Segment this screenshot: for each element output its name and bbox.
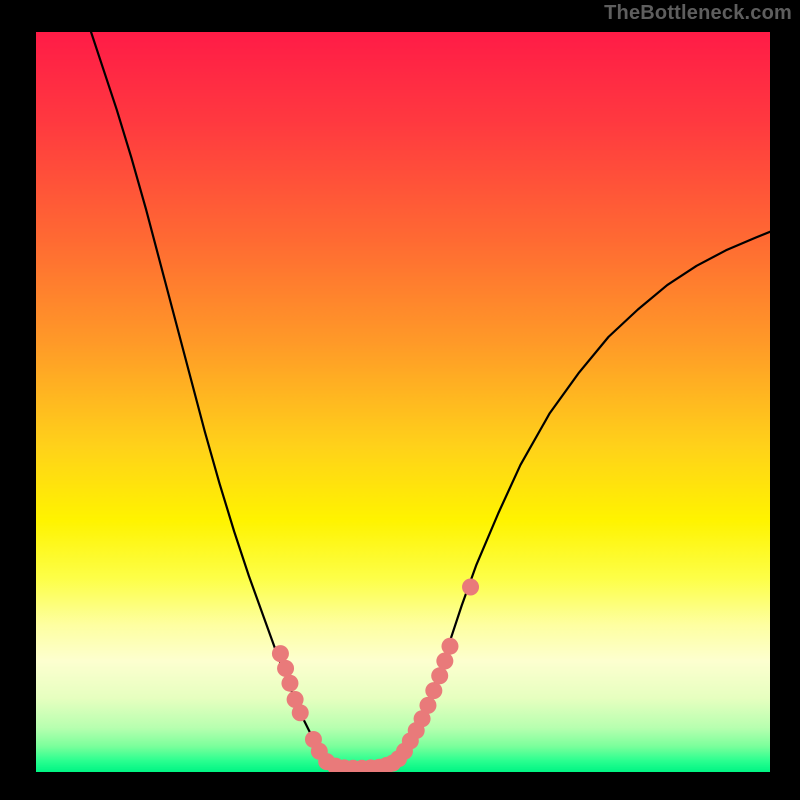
chart-root: TheBottleneck.com [0, 0, 800, 800]
marker-dot [436, 653, 453, 670]
marker-dot [425, 682, 442, 699]
marker-dot [292, 704, 309, 721]
chart-svg [36, 32, 770, 772]
marker-dot [281, 675, 298, 692]
marker-dot [272, 645, 289, 662]
marker-group [272, 579, 479, 773]
marker-dot [441, 638, 458, 655]
marker-dot [462, 579, 479, 596]
marker-dot [419, 697, 436, 714]
curve-right [392, 232, 770, 765]
marker-dot [431, 667, 448, 684]
marker-dot [277, 660, 294, 677]
watermark-text: TheBottleneck.com [604, 2, 792, 25]
curve-left [91, 32, 330, 765]
plot-area [36, 32, 770, 772]
